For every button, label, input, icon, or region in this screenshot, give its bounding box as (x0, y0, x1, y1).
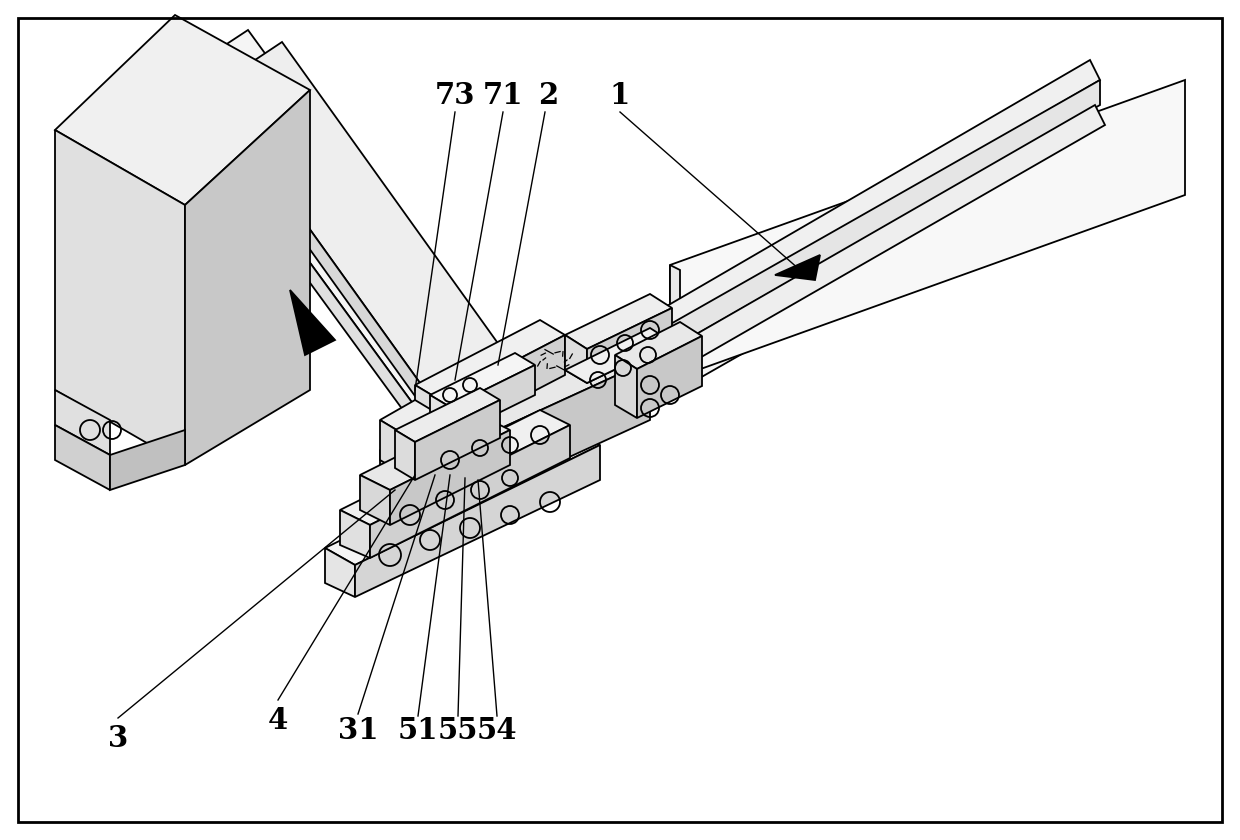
Polygon shape (630, 360, 650, 405)
Polygon shape (185, 90, 310, 465)
Polygon shape (340, 510, 370, 558)
Polygon shape (630, 335, 701, 375)
Polygon shape (565, 335, 587, 383)
Text: 4: 4 (268, 706, 288, 734)
Polygon shape (379, 400, 440, 435)
Polygon shape (670, 265, 680, 385)
Polygon shape (660, 355, 670, 395)
Text: 55: 55 (438, 716, 479, 744)
Polygon shape (660, 105, 1105, 375)
Polygon shape (615, 322, 702, 369)
Text: 2: 2 (538, 81, 558, 109)
Polygon shape (670, 80, 1185, 380)
Polygon shape (325, 428, 600, 565)
Polygon shape (660, 60, 1100, 330)
Polygon shape (660, 310, 670, 365)
Polygon shape (565, 294, 672, 349)
Text: 1: 1 (610, 81, 630, 109)
Polygon shape (660, 125, 1109, 395)
Text: 51: 51 (398, 716, 438, 744)
Polygon shape (415, 320, 565, 400)
Polygon shape (430, 353, 534, 407)
Polygon shape (430, 395, 450, 437)
Polygon shape (355, 445, 600, 597)
Polygon shape (637, 336, 702, 418)
Polygon shape (650, 350, 701, 405)
Polygon shape (615, 355, 637, 418)
Polygon shape (391, 430, 510, 525)
Polygon shape (379, 420, 405, 475)
Polygon shape (396, 430, 415, 480)
Polygon shape (396, 388, 500, 442)
Polygon shape (415, 400, 500, 480)
Polygon shape (290, 290, 335, 355)
Text: 54: 54 (476, 716, 517, 744)
Polygon shape (210, 90, 467, 470)
Polygon shape (210, 42, 539, 450)
Polygon shape (379, 340, 650, 470)
Text: 71: 71 (482, 81, 523, 109)
Text: 73: 73 (435, 81, 475, 109)
Polygon shape (360, 415, 510, 490)
Polygon shape (55, 130, 185, 465)
Polygon shape (587, 308, 672, 383)
Polygon shape (340, 410, 570, 525)
Polygon shape (410, 360, 650, 530)
Polygon shape (565, 328, 672, 383)
Polygon shape (55, 15, 310, 205)
Polygon shape (660, 80, 1100, 355)
Polygon shape (55, 425, 110, 490)
Polygon shape (175, 30, 510, 438)
Polygon shape (360, 475, 391, 525)
Polygon shape (775, 255, 820, 280)
Polygon shape (55, 390, 110, 455)
Polygon shape (175, 78, 438, 458)
Polygon shape (370, 425, 570, 558)
Polygon shape (379, 450, 410, 530)
Text: 31: 31 (337, 716, 378, 744)
Polygon shape (415, 385, 440, 440)
Polygon shape (325, 548, 355, 597)
Text: 3: 3 (108, 723, 128, 753)
Polygon shape (440, 335, 565, 440)
Polygon shape (110, 430, 185, 490)
Polygon shape (450, 365, 534, 437)
